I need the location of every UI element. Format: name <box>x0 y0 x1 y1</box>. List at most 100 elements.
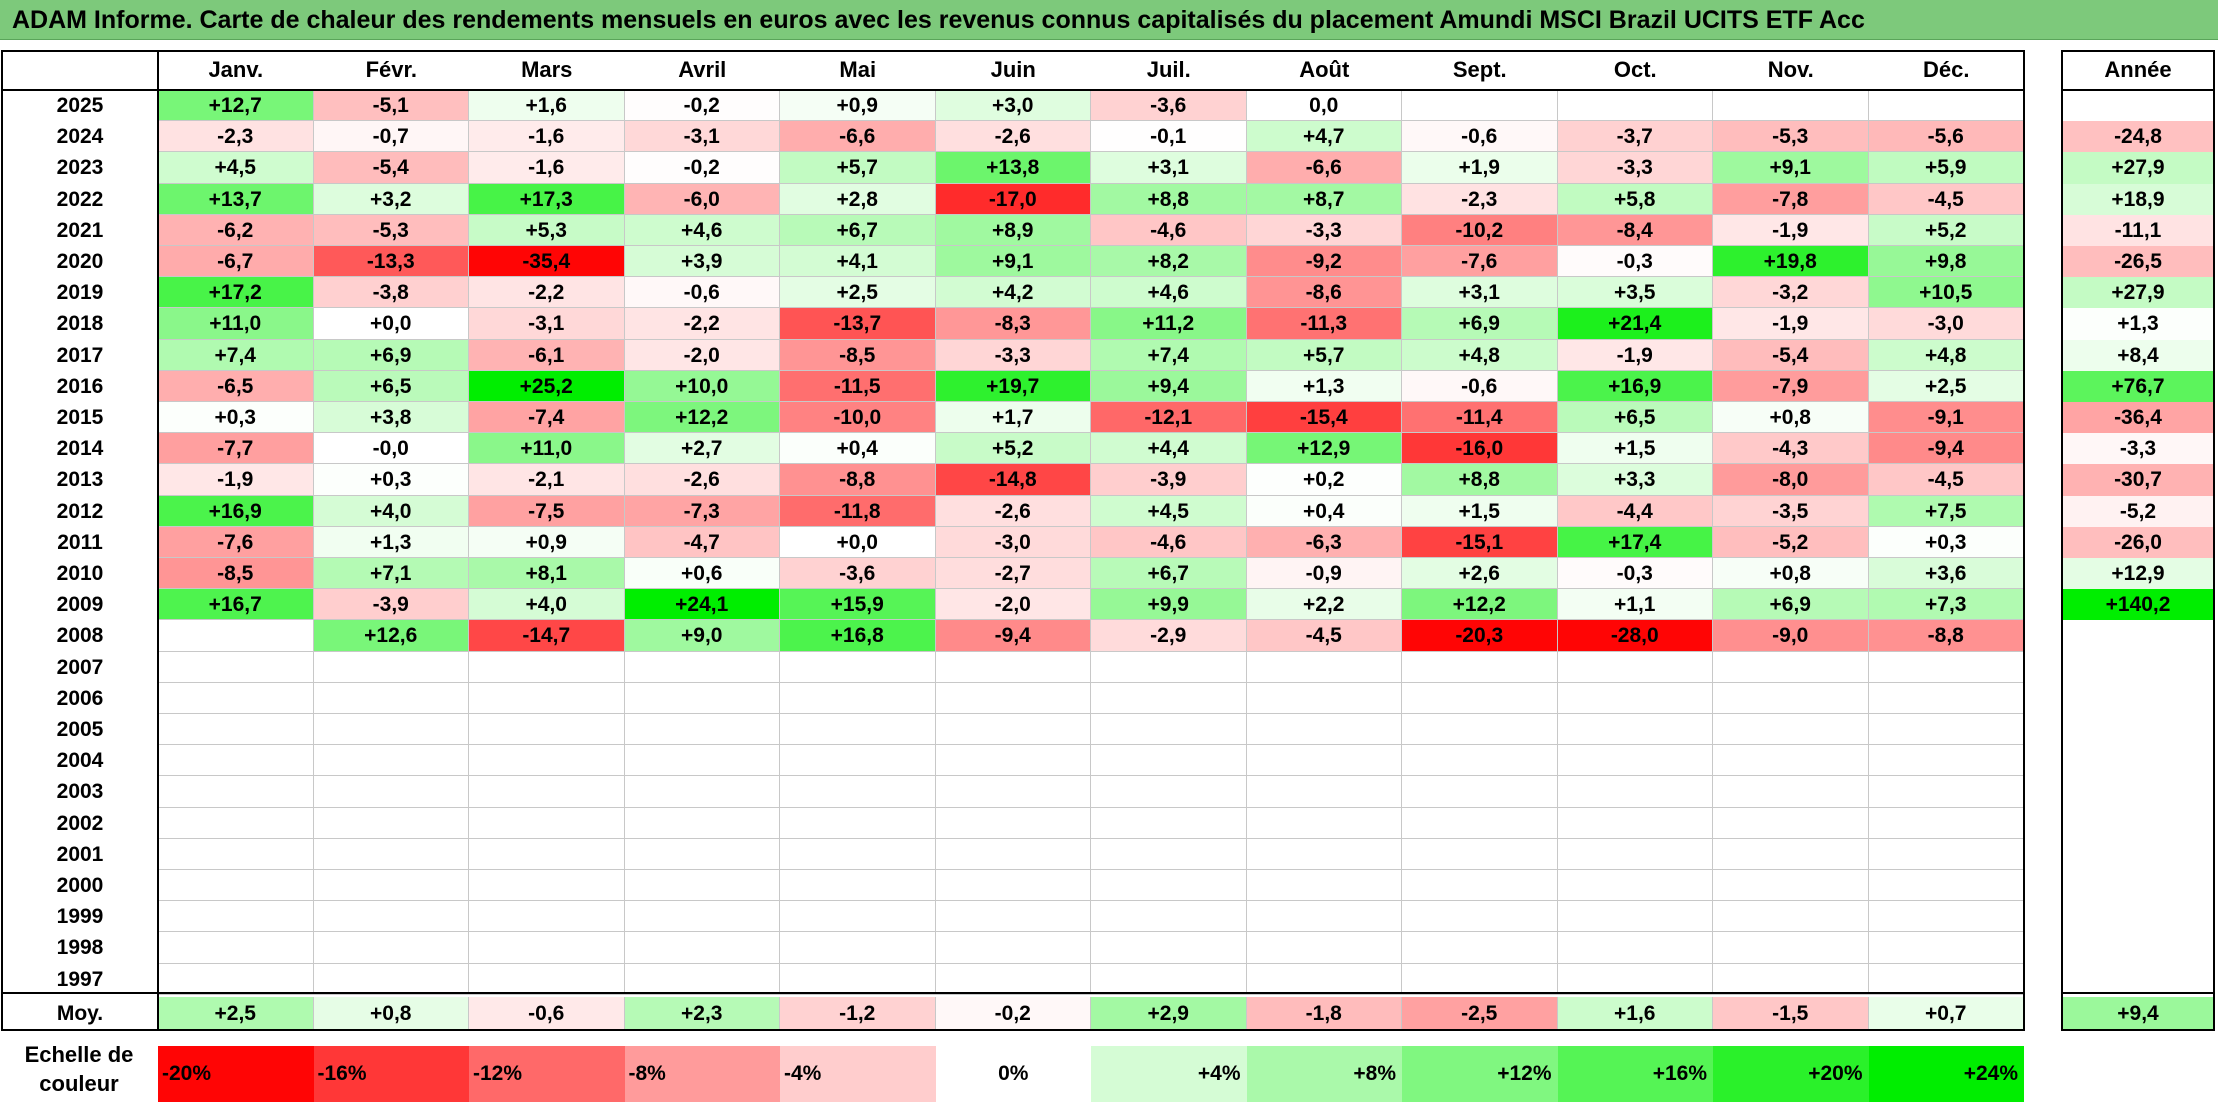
scale-swatch: +16% <box>1557 1046 1713 1102</box>
heatmap-cell <box>313 807 469 839</box>
heatmap-cell <box>158 838 314 870</box>
heatmap-cell: +5,7 <box>780 152 936 184</box>
heatmap-cell: -3,6 <box>780 558 936 590</box>
annual-cell <box>2062 932 2214 964</box>
heatmap-cell: +16,9 <box>158 495 314 527</box>
scale-swatch: -16% <box>313 1046 469 1102</box>
heatmap-cell: +0,4 <box>780 433 936 465</box>
heatmap-cell: -2,7 <box>935 558 1091 590</box>
heatmap-cell: +3,1 <box>1402 277 1558 309</box>
heatmap-cell <box>780 901 936 933</box>
heatmap-cell <box>935 838 1091 870</box>
heatmap-cell: +9,1 <box>935 246 1091 278</box>
heatmap-cell <box>1713 901 1869 933</box>
heatmap-cell <box>1402 651 1558 683</box>
heatmap-cell: -6,6 <box>1246 152 1402 184</box>
heatmap-cell: +9,8 <box>1868 246 2024 278</box>
month-header: Oct. <box>1613 57 1657 82</box>
heatmap-cell <box>935 745 1091 777</box>
heatmap-cell: -3,8 <box>313 277 469 309</box>
heatmap-cell <box>624 901 780 933</box>
heatmap-cell: -3,9 <box>1091 464 1247 496</box>
heatmap-cell: -4,4 <box>1557 495 1713 527</box>
heatmap-cell <box>158 620 314 652</box>
heatmap-cell <box>469 745 625 777</box>
heatmap-cell: +21,4 <box>1557 308 1713 340</box>
heatmap-cell <box>1868 932 2024 964</box>
year-label: 2010 <box>56 562 104 585</box>
heatmap-cell <box>780 807 936 839</box>
heatmap-cell <box>780 870 936 902</box>
heatmap-cell <box>1402 807 1558 839</box>
heatmap-cell: -8,4 <box>1557 214 1713 246</box>
heatmap-cell: +5,8 <box>1557 183 1713 215</box>
heatmap-cell: -2,3 <box>1402 183 1558 215</box>
heatmap-cell <box>158 682 314 714</box>
heatmap-cell: -6,5 <box>158 370 314 402</box>
heatmap-cell: +4,2 <box>935 277 1091 309</box>
year-label: 2007 <box>56 655 104 679</box>
heatmap-cell: +11,2 <box>1091 308 1247 340</box>
heatmap-cell <box>469 807 625 839</box>
heatmap-cell <box>1246 963 1402 995</box>
heatmap-cell: -6,1 <box>469 339 625 371</box>
heatmap-cell <box>1246 776 1402 808</box>
heatmap-cell: +0,3 <box>1868 526 2024 558</box>
heatmap-cell: +1,5 <box>1402 495 1558 527</box>
heatmap-cell: -2,6 <box>935 495 1091 527</box>
heatmap-cell: -13,3 <box>313 246 469 278</box>
heatmap-cell: +8,8 <box>1402 464 1558 496</box>
heatmap-cell: +7,5 <box>1868 495 2024 527</box>
heatmap-cell <box>158 714 314 746</box>
heatmap-cell: +5,7 <box>1246 339 1402 371</box>
heatmap-cell: -11,5 <box>780 370 936 402</box>
year-label: 2011 <box>57 530 103 554</box>
month-header: Juil. <box>1146 57 1191 82</box>
heatmap-cell <box>1091 901 1247 933</box>
heatmap-cell <box>313 838 469 870</box>
year-label: 2024 <box>56 125 104 149</box>
annual-cell: -26,0 <box>2062 526 2214 558</box>
heatmap-cell: -5,3 <box>1713 121 1869 153</box>
heatmap-cell: +13,7 <box>158 183 314 215</box>
heatmap-cell <box>1091 807 1247 839</box>
heatmap-cell: 0,0 <box>1246 90 1402 122</box>
year-label: 2020 <box>56 250 104 273</box>
heatmap-cell <box>313 932 469 964</box>
heatmap-cell <box>1868 90 2024 122</box>
year-label: 2015 <box>56 406 104 429</box>
heatmap-cell <box>624 870 780 902</box>
heatmap-cell <box>624 807 780 839</box>
heatmap-cell <box>624 776 780 808</box>
heatmap-cell <box>1246 651 1402 683</box>
heatmap-cell: +4,1 <box>780 246 936 278</box>
average-cell: +2,3 <box>624 997 780 1030</box>
heatmap-cell: +2,7 <box>624 433 780 465</box>
heatmap-cell: -10,0 <box>780 402 936 434</box>
annual-cell <box>2062 90 2214 122</box>
heatmap-cell: -2,1 <box>469 464 625 496</box>
average-cell: -1,8 <box>1246 997 1402 1030</box>
heatmap-cell <box>780 838 936 870</box>
heatmap-cell <box>1246 807 1402 839</box>
heatmap-cell <box>1557 745 1713 777</box>
heatmap-cell: -12,1 <box>1091 402 1247 434</box>
heatmap-cell: +6,9 <box>1402 308 1558 340</box>
month-header: Juin <box>990 57 1036 82</box>
heatmap-cell: +6,9 <box>313 339 469 371</box>
year-label: 2019 <box>56 281 104 305</box>
annual-cell: -3,3 <box>2062 433 2214 465</box>
annual-cell: +76,7 <box>2062 370 2214 402</box>
heatmap-cell: -14,7 <box>469 620 625 652</box>
heatmap-cell: -5,6 <box>1868 121 2024 153</box>
heatmap-cell: +2,5 <box>780 277 936 309</box>
heatmap-cell <box>158 870 314 902</box>
year-label: 2006 <box>56 686 104 710</box>
heatmap-cell <box>1557 651 1713 683</box>
heatmap-cell: +4,8 <box>1868 339 2024 371</box>
heatmap-cell: -10,2 <box>1402 214 1558 246</box>
heatmap-cell: -7,7 <box>158 433 314 465</box>
heatmap-cell <box>469 870 625 902</box>
heatmap-cell: -6,3 <box>1246 526 1402 558</box>
heatmap-cell <box>1091 932 1247 964</box>
